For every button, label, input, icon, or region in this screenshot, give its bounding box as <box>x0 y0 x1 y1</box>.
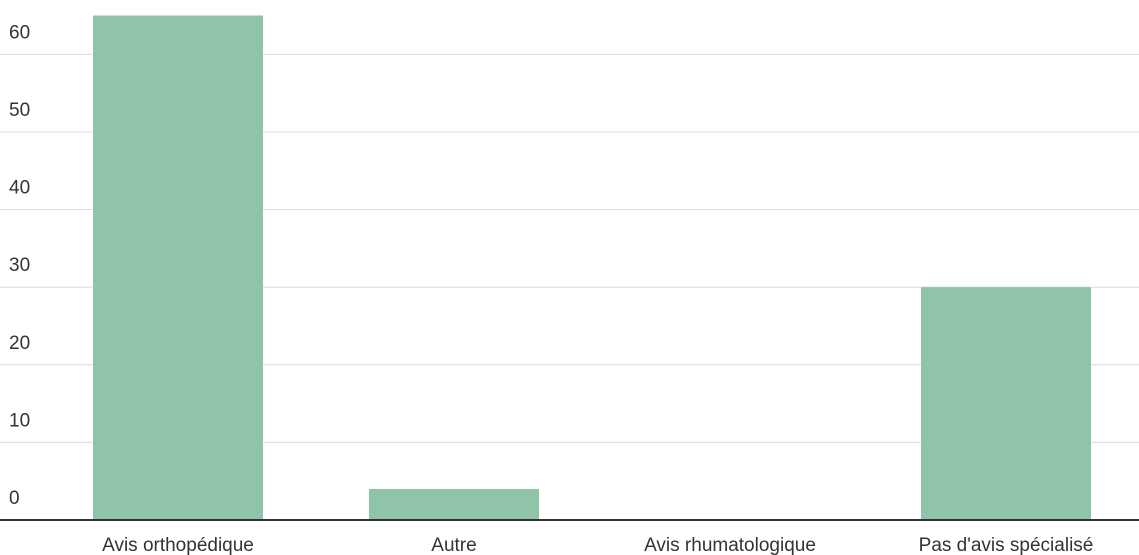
x-tick-label: Autre <box>431 535 476 555</box>
y-tick-label: 50 <box>9 100 30 121</box>
y-tick-label: 10 <box>9 410 30 431</box>
bar <box>921 287 1091 520</box>
x-tick-label: Avis rhumatologique <box>644 535 816 555</box>
bar <box>93 15 263 520</box>
y-tick-label: 0 <box>9 488 20 509</box>
y-tick-label: 40 <box>9 178 30 199</box>
x-tick-label: Avis orthopédique <box>102 535 254 555</box>
y-tick-label: 60 <box>9 22 30 43</box>
bar <box>369 488 539 520</box>
y-tick-label: 30 <box>9 255 30 276</box>
x-tick-label: Pas d'avis spécialisé <box>919 535 1094 555</box>
y-tick-label: 20 <box>9 333 30 354</box>
